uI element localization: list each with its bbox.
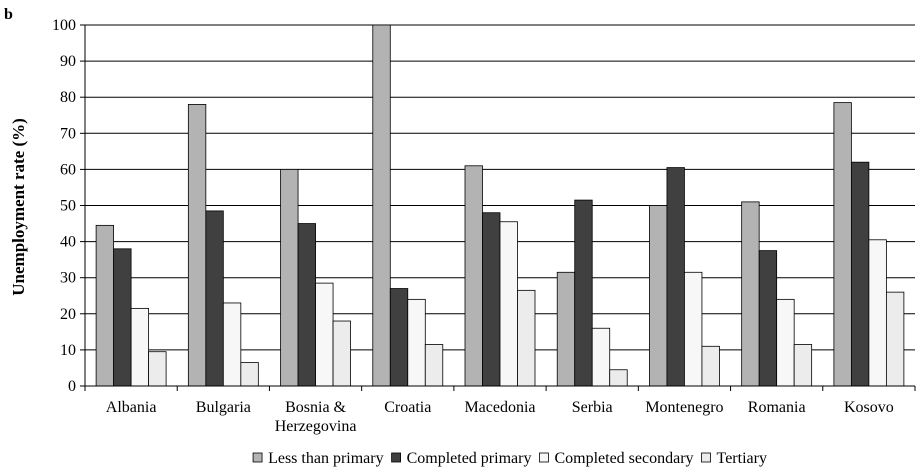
x-category-label: Bulgaria xyxy=(196,399,251,416)
legend-swatch xyxy=(391,452,401,463)
legend-label: Tertiary xyxy=(717,450,767,467)
bar-tertiary-kosovo xyxy=(885,291,905,387)
bar-less-than-primary-serbia xyxy=(556,271,576,387)
x-category-label: Albania xyxy=(106,399,157,416)
bar-tertiary-montenegro xyxy=(701,345,720,387)
bar-less-than-primary-croatia xyxy=(372,24,391,387)
bar-completed-secondary-albania xyxy=(130,307,150,387)
y-tick-label: 20 xyxy=(60,306,76,323)
bar-less-than-primary-bulgaria xyxy=(187,104,207,387)
y-tick-label: 100 xyxy=(52,17,76,34)
bar-completed-primary-serbia xyxy=(574,199,593,387)
bar-less-than-primary-bosnia-herzegovina xyxy=(280,168,299,387)
legend-label: Less than primary xyxy=(268,450,384,467)
y-tick-label: 0 xyxy=(68,378,76,395)
x-category-label: Kosovo xyxy=(844,399,894,416)
y-tick-label: 90 xyxy=(60,53,76,70)
x-category-label: Serbia xyxy=(572,399,613,416)
legend: Less than primary Completed primary Comple… xyxy=(252,450,767,467)
bar-completed-secondary-bosnia-herzegovina xyxy=(315,282,334,387)
y-tick-label: 10 xyxy=(60,342,76,359)
legend-label: Completed secondary xyxy=(554,450,693,467)
legend-swatch xyxy=(701,452,711,463)
x-category-label: Montenegro xyxy=(645,399,723,416)
bar-completed-secondary-kosovo xyxy=(868,239,887,387)
bar-completed-secondary-romania xyxy=(776,298,795,387)
bar-completed-secondary-bulgaria xyxy=(222,302,242,387)
y-axis-label: Unemployment rate (%) xyxy=(9,118,28,296)
legend-label: Completed primary xyxy=(407,450,532,467)
bar-completed-primary-romania xyxy=(758,250,778,387)
bar-less-than-primary-macedonia xyxy=(464,165,483,387)
bar-completed-primary-croatia xyxy=(389,288,409,387)
bar-tertiary-bulgaria xyxy=(240,362,259,387)
bar-completed-primary-albania xyxy=(113,248,132,387)
y-tick-label: 30 xyxy=(60,270,76,287)
legend-swatch xyxy=(252,452,263,463)
bar-completed-secondary-serbia xyxy=(591,327,611,387)
y-tick-label: 60 xyxy=(60,161,76,178)
y-tick-label: 50 xyxy=(60,198,76,215)
bar-tertiary-croatia xyxy=(424,344,444,387)
x-category-label: Macedonia xyxy=(464,399,535,416)
bar-less-than-primary-romania xyxy=(741,201,760,387)
bar-completed-secondary-macedonia xyxy=(499,221,518,387)
x-category-label: Bosnia & Herzegovina xyxy=(275,399,357,435)
bar-tertiary-bosnia-herzegovina xyxy=(332,320,351,387)
bar-tertiary-macedonia xyxy=(517,289,536,387)
bar-completed-primary-bulgaria xyxy=(205,210,224,387)
x-category-labels: Albania Bulgaria Bosnia & Herzegovina Croati… xyxy=(106,399,894,435)
bar-completed-primary-kosovo xyxy=(850,161,870,387)
bar-less-than-primary-albania xyxy=(95,224,115,387)
y-tick-label: 80 xyxy=(60,89,76,106)
bars xyxy=(95,24,905,387)
bar-completed-primary-montenegro xyxy=(666,167,685,387)
legend-swatch xyxy=(539,452,549,463)
bar-completed-primary-macedonia xyxy=(482,212,501,387)
bar-completed-secondary-montenegro xyxy=(684,271,703,387)
bar-completed-secondary-croatia xyxy=(407,298,426,387)
x-category-label: Croatia xyxy=(384,399,431,416)
y-tick-label: 70 xyxy=(60,125,76,142)
bar-less-than-primary-kosovo xyxy=(833,102,852,387)
x-category-label: Romania xyxy=(748,399,806,416)
y-tick-labels: 0 10 20 30 40 50 60 70 80 90 100 xyxy=(52,17,85,395)
bar-tertiary-serbia xyxy=(609,369,628,387)
bar-tertiary-albania xyxy=(148,351,167,387)
bar-less-than-primary-montenegro xyxy=(649,205,668,387)
bar-tertiary-romania xyxy=(793,344,813,387)
bar-completed-primary-bosnia-herzegovina xyxy=(297,223,316,387)
y-tick-label: 40 xyxy=(60,234,76,251)
panel-letter: b xyxy=(4,6,13,23)
